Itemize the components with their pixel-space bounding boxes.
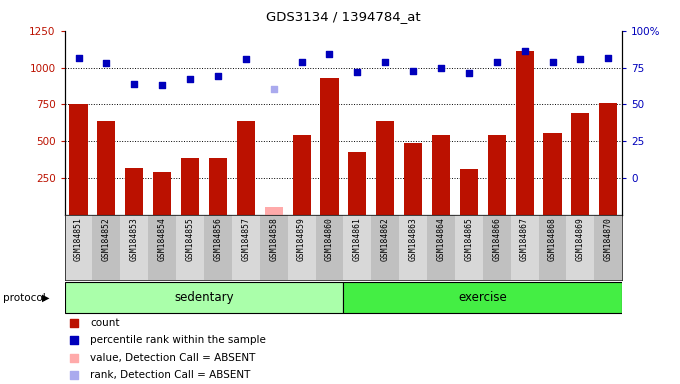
- Bar: [320, 78, 339, 215]
- Text: GSM184869: GSM184869: [576, 217, 585, 261]
- Point: [156, 81, 168, 88]
- Bar: [488, 135, 506, 215]
- Bar: [120, 215, 148, 280]
- Bar: [399, 215, 427, 280]
- Point: [408, 68, 419, 74]
- Text: GSM184851: GSM184851: [74, 217, 83, 261]
- Text: GSM184868: GSM184868: [548, 217, 557, 261]
- Text: GSM184859: GSM184859: [297, 217, 306, 261]
- Text: ▶: ▶: [42, 293, 50, 303]
- Bar: [376, 121, 394, 215]
- Point: [129, 81, 140, 87]
- Text: GSM184866: GSM184866: [492, 217, 501, 261]
- Bar: [432, 136, 450, 215]
- Text: GSM184852: GSM184852: [102, 217, 111, 261]
- Bar: [204, 215, 232, 280]
- Bar: [599, 103, 617, 215]
- Bar: [343, 282, 622, 313]
- Bar: [65, 215, 92, 280]
- Bar: [260, 215, 288, 280]
- Point: [379, 59, 390, 65]
- Point: [352, 69, 363, 75]
- Text: GSM184856: GSM184856: [214, 217, 222, 261]
- Bar: [404, 143, 422, 215]
- Bar: [181, 157, 199, 215]
- Point: [269, 86, 279, 92]
- Text: GSM184865: GSM184865: [464, 217, 473, 261]
- Text: percentile rank within the sample: percentile rank within the sample: [90, 336, 266, 346]
- Text: exercise: exercise: [458, 291, 507, 304]
- Text: protocol: protocol: [3, 293, 46, 303]
- Bar: [153, 172, 171, 215]
- Text: GSM184855: GSM184855: [186, 217, 194, 261]
- Bar: [316, 215, 343, 280]
- Bar: [594, 215, 622, 280]
- Bar: [483, 215, 511, 280]
- Bar: [209, 157, 227, 215]
- Bar: [539, 215, 566, 280]
- Point: [547, 59, 558, 65]
- Text: value, Detection Call = ABSENT: value, Detection Call = ABSENT: [90, 353, 256, 363]
- Bar: [237, 121, 255, 215]
- Text: GDS3134 / 1394784_at: GDS3134 / 1394784_at: [266, 10, 421, 23]
- Point: [69, 320, 80, 326]
- Bar: [460, 169, 478, 215]
- Point: [296, 59, 307, 65]
- Text: GSM184867: GSM184867: [520, 217, 529, 261]
- Bar: [371, 215, 399, 280]
- Point: [575, 56, 586, 63]
- Bar: [97, 121, 116, 215]
- Bar: [292, 135, 311, 215]
- Bar: [566, 215, 594, 280]
- Bar: [69, 104, 88, 215]
- Text: GSM184858: GSM184858: [269, 217, 278, 261]
- Bar: [571, 113, 590, 215]
- Text: GSM184857: GSM184857: [241, 217, 250, 261]
- Point: [69, 372, 80, 378]
- Bar: [348, 152, 367, 215]
- Point: [69, 338, 80, 344]
- Bar: [543, 133, 562, 215]
- Point: [520, 48, 530, 55]
- Text: GSM184864: GSM184864: [437, 217, 445, 261]
- Point: [101, 60, 112, 66]
- Text: GSM184862: GSM184862: [381, 217, 390, 261]
- Text: GSM184853: GSM184853: [130, 217, 139, 261]
- Point: [73, 55, 84, 61]
- Point: [185, 76, 196, 83]
- Text: GSM184861: GSM184861: [353, 217, 362, 261]
- Bar: [288, 215, 316, 280]
- Point: [602, 55, 613, 61]
- Bar: [265, 207, 283, 215]
- Bar: [92, 215, 120, 280]
- Point: [324, 51, 335, 57]
- Text: GSM184854: GSM184854: [158, 217, 167, 261]
- Point: [435, 65, 446, 71]
- Bar: [515, 51, 534, 215]
- Text: count: count: [90, 318, 120, 328]
- Text: GSM184860: GSM184860: [325, 217, 334, 261]
- Point: [241, 56, 252, 63]
- Text: GSM184870: GSM184870: [604, 217, 613, 261]
- Text: sedentary: sedentary: [174, 291, 234, 304]
- Bar: [511, 215, 539, 280]
- Text: GSM184863: GSM184863: [409, 217, 418, 261]
- Point: [212, 73, 223, 79]
- Text: rank, Detection Call = ABSENT: rank, Detection Call = ABSENT: [90, 370, 250, 380]
- Point: [491, 59, 502, 65]
- Bar: [65, 282, 343, 313]
- Bar: [455, 215, 483, 280]
- Bar: [125, 168, 143, 215]
- Bar: [176, 215, 204, 280]
- Point: [69, 355, 80, 361]
- Bar: [148, 215, 176, 280]
- Bar: [232, 215, 260, 280]
- Bar: [343, 215, 371, 280]
- Bar: [427, 215, 455, 280]
- Point: [464, 70, 475, 76]
